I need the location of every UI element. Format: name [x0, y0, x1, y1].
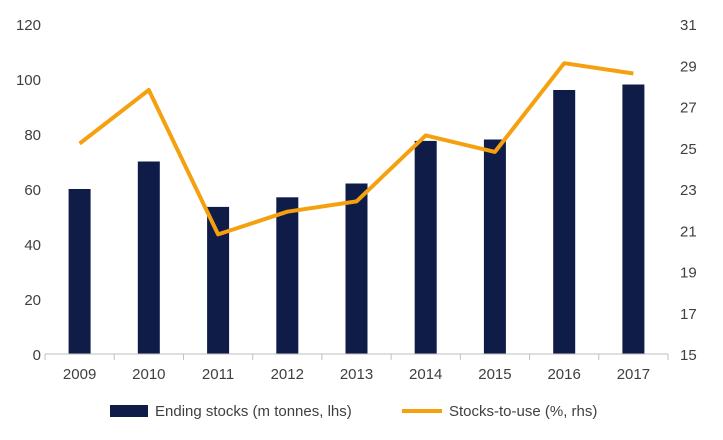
x-tick-label: 2016: [547, 366, 580, 383]
right-y-tick-label: 21: [680, 223, 697, 240]
left-y-tick-label: 120: [16, 17, 41, 34]
bar-2009: [68, 189, 91, 354]
right-y-axis: 15 17 19 21 23 25 27 29 31: [680, 17, 697, 364]
x-tick-label: 2010: [132, 366, 165, 383]
right-y-tick-label: 27: [680, 100, 697, 117]
left-y-tick-label: 0: [33, 347, 41, 364]
right-y-tick-label: 19: [680, 265, 697, 282]
left-y-tick-label: 80: [24, 127, 41, 144]
bar-2011: [207, 206, 230, 354]
bar-series-ending-stocks: [68, 84, 645, 355]
bar-2016: [553, 90, 576, 354]
legend-label-ending-stocks: Ending stocks (m tonnes, lhs): [155, 403, 352, 420]
right-y-tick-label: 15: [680, 347, 697, 364]
right-y-tick-label: 25: [680, 141, 697, 158]
bar-2012: [276, 197, 299, 355]
x-tick-label: 2015: [478, 366, 511, 383]
right-y-tick-label: 31: [680, 17, 697, 34]
legend: Ending stocks (m tonnes, lhs) Stocks-to-u…: [110, 403, 597, 420]
bar-2014: [414, 140, 437, 354]
x-axis: 2009 2010 2011 2012 2013 2014 2015 2016 2017: [44, 353, 669, 383]
bar-2015: [483, 139, 506, 354]
bar-2013: [345, 183, 368, 354]
line-series-stocks-to-use: [78, 61, 634, 237]
right-y-tick-label: 23: [680, 182, 697, 199]
right-y-tick-label: 29: [680, 58, 697, 75]
left-y-axis: 0 20 40 60 80 100 120: [16, 17, 41, 364]
left-y-tick-label: 100: [16, 72, 41, 89]
x-tick-label: 2014: [409, 366, 442, 383]
right-y-tick-label: 17: [680, 306, 697, 323]
left-y-tick-label: 40: [24, 237, 41, 254]
x-tick-label: 2009: [63, 366, 96, 383]
bar-2010: [137, 161, 160, 354]
x-tick-label: 2011: [202, 366, 234, 383]
legend-label-stocks-to-use: Stocks-to-use (%, rhs): [449, 403, 597, 420]
x-tick-label: 2012: [271, 366, 304, 383]
x-tick-label: 2017: [617, 366, 650, 383]
left-y-tick-label: 20: [24, 292, 41, 309]
left-y-tick-label: 60: [24, 182, 41, 199]
legend-swatch-ending-stocks: [110, 405, 148, 417]
x-tick-label: 2013: [340, 366, 373, 383]
bar-2017: [622, 84, 645, 354]
